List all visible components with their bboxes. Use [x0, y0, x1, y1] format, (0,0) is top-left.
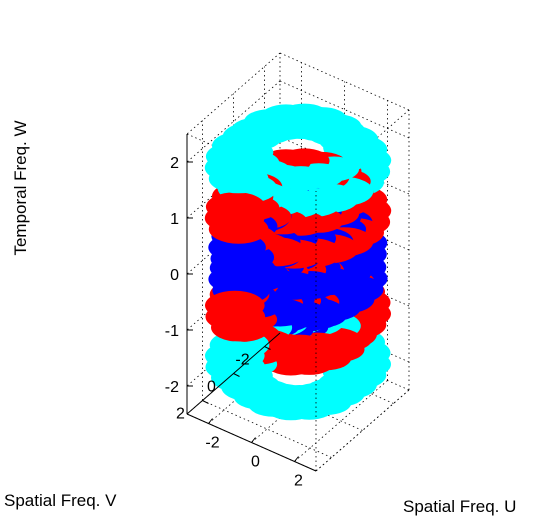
y-tick-label: 0	[207, 379, 216, 396]
x-tick-label: 0	[251, 454, 260, 471]
z-tick-label: 2	[170, 155, 179, 172]
grid-line	[279, 80, 410, 139]
ellipse-marker	[204, 153, 265, 183]
z-axis-label: Temporal Freq. W	[11, 120, 30, 255]
ellipse-marker	[204, 203, 265, 233]
ellipse-markers	[204, 103, 392, 421]
grid-line	[202, 400, 332, 458]
ellipse-marker	[210, 244, 269, 273]
grid-line	[279, 136, 410, 195]
y-axis-label: Spatial Freq. V	[4, 491, 117, 510]
z-tick-label: 1	[170, 211, 179, 228]
z-tick-label: 0	[170, 267, 179, 284]
ellipse-marker	[205, 302, 266, 332]
x-tick-label: 2	[294, 473, 303, 490]
x-axis-label: Spatial Freq. U	[403, 497, 516, 516]
ellipse-marker	[205, 352, 266, 382]
x-tick-label: -2	[205, 435, 219, 452]
tick-labels: -2 -1 0 1 2 -2 0 2 -2 0 2	[165, 155, 303, 490]
ellipse-marker	[208, 265, 266, 294]
z-tick-label: -2	[165, 379, 179, 396]
y-tick-label: 2	[176, 406, 185, 423]
y-tick-label: -2	[235, 352, 249, 369]
z-tick-label: -1	[165, 323, 179, 340]
